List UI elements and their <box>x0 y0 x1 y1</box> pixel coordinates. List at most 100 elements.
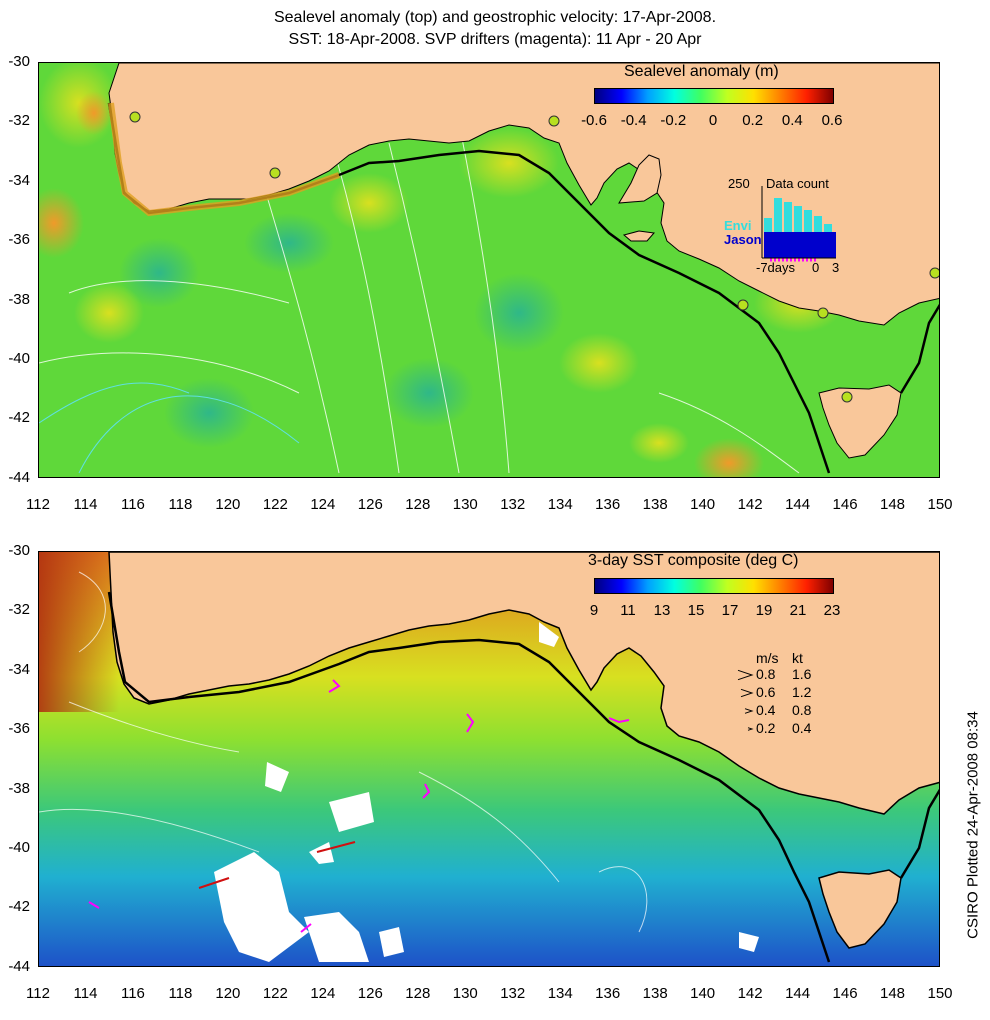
lon-tick-label: 128 <box>405 496 431 513</box>
lon-tick-label: 124 <box>310 496 336 513</box>
lat-tick-label: -32 <box>8 601 30 619</box>
lon-tick-label: 124 <box>310 985 336 1002</box>
velocity-ms-value: 0.6 <box>756 684 776 700</box>
velocity-legend-row: 0.6 1.2 <box>736 684 836 702</box>
lon-tick-label: 136 <box>595 985 621 1002</box>
colorbar-tick-label: -0.2 <box>660 112 687 129</box>
lat-tick-label: -34 <box>8 660 30 678</box>
lon-tick-label: 144 <box>785 496 811 513</box>
sla-contours-cyan <box>39 382 300 474</box>
lon-tick-label: 142 <box>737 496 763 513</box>
lat-tick-label: -32 <box>8 112 30 130</box>
velocity-ms-value: 0.2 <box>756 720 776 736</box>
lat-tick-label: -30 <box>8 542 30 559</box>
colorbar-tick-label: -0.6 <box>581 112 607 129</box>
sst-map-panel <box>38 551 940 967</box>
velocity-arrow-icon <box>747 727 754 731</box>
lat-tick-label: -36 <box>8 231 30 249</box>
inset-xlabel-zero: 0 <box>812 260 820 275</box>
lat-tick-label: -38 <box>8 290 30 308</box>
lat-tick-label: -42 <box>8 409 30 427</box>
lon-tick-label: 118 <box>168 985 193 1002</box>
velocity-kt-value: 0.8 <box>792 702 812 718</box>
velocity-ms-value: 0.8 <box>756 666 776 682</box>
colorbar-tick-label: 23 <box>823 602 841 619</box>
lon-tick-label: 150 <box>927 985 953 1002</box>
lon-tick-label: 148 <box>880 496 906 513</box>
lon-tick-label: 132 <box>500 985 526 1002</box>
sst-colorbar <box>594 578 834 594</box>
lon-tick-label: 120 <box>215 496 241 513</box>
lon-tick-label: 120 <box>215 985 241 1002</box>
velocity-arrow-icon <box>740 688 754 698</box>
velocity-arrow-icon <box>737 669 754 681</box>
lon-tick-label: 136 <box>595 496 621 513</box>
lon-tick-label: 146 <box>832 496 858 513</box>
inset-xlabel-start: -7days <box>756 260 796 275</box>
colorbar-tick-label: 19 <box>755 602 773 619</box>
lon-tick-label: 126 <box>357 496 383 513</box>
svp-drifter-tracks <box>88 679 630 933</box>
lat-tick-label: -34 <box>8 171 30 189</box>
lon-tick-label: 122 <box>262 985 288 1002</box>
lon-tick-label: 148 <box>880 985 906 1002</box>
sst-colorbar-title: 3-day SST composite (deg C) <box>588 552 799 569</box>
lon-tick-label: 142 <box>737 985 763 1002</box>
colorbar-tick-label: 11 <box>620 602 636 619</box>
lon-tick-label: 150 <box>927 496 953 513</box>
lat-tick-label: -40 <box>8 839 30 856</box>
sst-contours <box>39 571 648 933</box>
inset-count-label: 250 <box>728 176 750 191</box>
colorbar-tick-label: 9 <box>589 602 599 619</box>
sla-colorbar <box>594 88 834 104</box>
lon-tick-label: 116 <box>120 985 145 1002</box>
tasmania-bottom <box>818 869 902 949</box>
lon-tick-label: 114 <box>73 496 98 513</box>
lon-tick-label: 140 <box>690 496 716 513</box>
lat-tick-label: -44 <box>8 957 30 975</box>
lon-tick-label: 134 <box>547 496 573 513</box>
velocity-kt-value: 1.6 <box>792 666 812 682</box>
lon-tick-label: 138 <box>642 496 668 513</box>
lon-tick-label: 114 <box>73 985 98 1002</box>
colorbar-tick-label: -0.4 <box>620 112 647 129</box>
lon-tick-label: 126 <box>357 985 383 1002</box>
lat-tick-label: -42 <box>8 898 30 916</box>
red-drifter-tracks <box>198 841 356 889</box>
data-count-inset: 250 Data count Envi Jason -7days 0 3 <box>724 176 840 275</box>
velocity-kt-value: 0.4 <box>792 720 812 736</box>
lon-tick-label: 134 <box>547 985 573 1002</box>
lat-tick-label: -40 <box>8 350 30 367</box>
velocity-legend-row: 0.8 1.6 <box>736 666 836 684</box>
figure-title-line1: Sealevel anomaly (top) and geostrophic v… <box>273 9 717 26</box>
lon-tick-label: 122 <box>262 496 288 513</box>
velocity-kt-value: 1.2 <box>792 684 812 700</box>
colorbar-tick-label: 21 <box>789 602 807 619</box>
sla-anomaly-features <box>39 63 844 477</box>
velocity-legend-header-ms: m/s <box>756 650 779 666</box>
lat-tick-label: -36 <box>8 720 30 738</box>
cloud-gaps <box>214 622 759 962</box>
inset-legend-jason: Jason <box>724 232 762 247</box>
lat-tick-label: -44 <box>8 468 30 486</box>
velocity-legend-row: 0.4 0.8 <box>736 702 836 720</box>
velocity-ms-value: 0.4 <box>756 702 776 718</box>
lon-tick-label: 130 <box>452 985 478 1002</box>
lon-tick-label: 128 <box>405 985 431 1002</box>
colorbar-tick-label: 0.2 <box>742 112 764 129</box>
velocity-arrow-icon <box>744 708 754 714</box>
velocity-legend: m/s kt 0.8 1.6 0.6 1.2 0.4 0.8 0.2 0.4 <box>736 650 836 740</box>
colorbar-tick-label: 17 <box>721 602 739 619</box>
australia-land-bottom <box>108 552 939 815</box>
velocity-legend-header-kt: kt <box>792 650 803 666</box>
lon-tick-label: 116 <box>120 496 145 513</box>
lon-tick-label: 130 <box>452 496 478 513</box>
plot-credit: CSIRO Plotted 24-Apr-2008 08:34 <box>958 680 988 970</box>
sla-map-panel <box>38 62 940 478</box>
lat-tick-label: -30 <box>8 53 30 70</box>
colorbar-tick-label: 0.6 <box>821 112 843 129</box>
plot-credit-text: CSIRO Plotted 24-Apr-2008 08:34 <box>964 711 982 939</box>
kangaroo-island <box>622 230 655 242</box>
tasmania-top <box>818 384 902 459</box>
velocity-legend-row: 0.2 0.4 <box>736 720 836 738</box>
